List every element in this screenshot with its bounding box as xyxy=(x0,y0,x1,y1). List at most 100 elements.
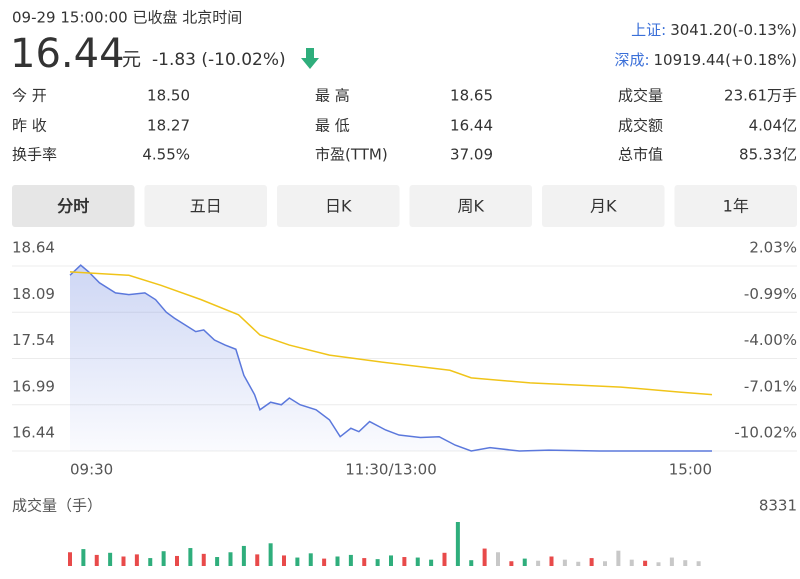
volume-bar xyxy=(402,557,407,566)
stat-label: 今 开 xyxy=(12,87,47,105)
volume-bar xyxy=(241,545,246,566)
volume-bar xyxy=(656,562,661,566)
tab[interactable] xyxy=(409,185,533,227)
stat-value: 18.27 xyxy=(147,117,190,135)
index-quote[interactable]: 深成: 10919.44(+0.18%) xyxy=(614,51,797,69)
volume-bar xyxy=(121,556,126,566)
status: 09-29 15:00:00 已收盘 北京时间 xyxy=(12,9,242,27)
volume-bar xyxy=(348,554,353,566)
x-tick-label: 09:30 xyxy=(70,461,113,479)
volume-bar xyxy=(549,556,554,566)
volume-bar xyxy=(375,559,380,566)
y-tick-label: 8331 xyxy=(759,497,797,515)
y2-tick-label: -0.99% xyxy=(744,285,797,303)
y2-tick-label: -4.00% xyxy=(744,331,797,349)
tab[interactable] xyxy=(144,185,268,227)
y-tick-label: 18.64 xyxy=(12,239,55,257)
index-quote[interactable]: 上证: 3041.20(-0.13%) xyxy=(631,21,797,39)
stat-value: 18.50 xyxy=(147,87,190,105)
price-area xyxy=(70,265,712,451)
stat-label: 最 低 xyxy=(315,117,350,135)
volume-bar xyxy=(295,557,300,566)
tab[interactable] xyxy=(674,185,798,227)
volume-bar xyxy=(282,555,286,566)
stat-label: 换手率 xyxy=(12,146,57,164)
y2-tick-label: -7.01% xyxy=(744,377,797,395)
volume-bar xyxy=(482,548,487,566)
stat-label: 总市值 xyxy=(618,146,663,164)
index-value: 3041.20(-0.13%) xyxy=(670,21,797,39)
volume-bar xyxy=(429,559,434,566)
index-name: 上证: xyxy=(631,21,666,39)
volume-bar xyxy=(415,557,420,566)
volume-bar xyxy=(696,561,701,566)
volume-bar xyxy=(201,553,206,566)
volume-bar xyxy=(442,552,447,566)
stat-label: 昨 收 xyxy=(12,117,47,135)
volume-bar xyxy=(455,522,460,566)
stat-value: 4.55% xyxy=(142,146,190,164)
stat-label: 成交额 xyxy=(618,117,663,135)
volume-bar xyxy=(562,559,567,566)
volume-bar xyxy=(522,558,527,566)
y2-tick-label: -10.02% xyxy=(734,424,797,442)
volume-bar xyxy=(188,548,193,566)
unit: 元 xyxy=(122,49,141,71)
volume-bar xyxy=(148,558,153,566)
x-tick-label: 11:30/13:00 xyxy=(345,461,437,479)
stat-value: 23.61万手 xyxy=(724,87,797,105)
volume-bar xyxy=(536,560,541,566)
tab[interactable] xyxy=(542,185,665,227)
y-tick-label: 18.09 xyxy=(12,285,55,303)
volume-bar xyxy=(308,553,313,566)
volume-bar xyxy=(589,558,594,566)
change: -1.83 (-10.02%) xyxy=(152,50,286,70)
volume-bar xyxy=(389,555,393,566)
index-value: 10919.44(+0.18%) xyxy=(654,51,798,69)
volume-bar xyxy=(335,556,340,566)
stat-value: 16.44 xyxy=(450,117,493,135)
chart: 18.64 18.09 17.54 16.99 16.44 2.03% -0.99% -4.0… xyxy=(12,239,797,566)
tab-label: 分时 xyxy=(57,197,89,216)
volume-bar xyxy=(108,552,113,566)
tab-label: 周K xyxy=(458,197,485,216)
volume-bar xyxy=(68,552,72,566)
x-tick-label: 15:00 xyxy=(669,461,712,479)
volume-bar xyxy=(496,552,500,566)
tab[interactable] xyxy=(12,185,135,227)
volume-bar xyxy=(362,558,367,566)
volume-bar xyxy=(669,557,674,566)
stat-value: 4.04亿 xyxy=(749,117,797,135)
tab-label: 1年 xyxy=(723,197,749,216)
stat-label: 最 高 xyxy=(315,87,350,105)
stat-label: 成交量 xyxy=(618,87,663,105)
tab[interactable] xyxy=(277,185,400,227)
stat-value: 18.65 xyxy=(450,87,493,105)
tab-label: 月K xyxy=(590,197,617,216)
series-line xyxy=(69,264,712,452)
volume-bar xyxy=(175,555,179,566)
volume-bar xyxy=(629,559,634,566)
stat-value: 37.09 xyxy=(450,146,493,164)
stat-label: 市盈(TTM) xyxy=(315,146,388,164)
volume-bar xyxy=(268,543,273,566)
volume-bar xyxy=(161,551,166,566)
volume-bar xyxy=(683,560,688,566)
y-tick-label: 17.54 xyxy=(12,331,55,349)
tab-label: 五日 xyxy=(190,197,222,216)
stat-value: 85.33亿 xyxy=(739,146,797,164)
down-arrow xyxy=(301,48,319,69)
y2-tick-label: 2.03% xyxy=(749,239,797,257)
tabs: 分时 五日 日K 周K 月K 1年 xyxy=(12,185,797,227)
volume-bar xyxy=(322,558,327,566)
volume-bar xyxy=(134,554,139,566)
volume-bar xyxy=(509,561,514,566)
volume-bar xyxy=(215,557,220,566)
index-name: 深成: xyxy=(614,51,649,69)
y-tick-label: 16.99 xyxy=(12,377,55,395)
volume-bar xyxy=(255,554,260,566)
series-line xyxy=(69,271,713,396)
